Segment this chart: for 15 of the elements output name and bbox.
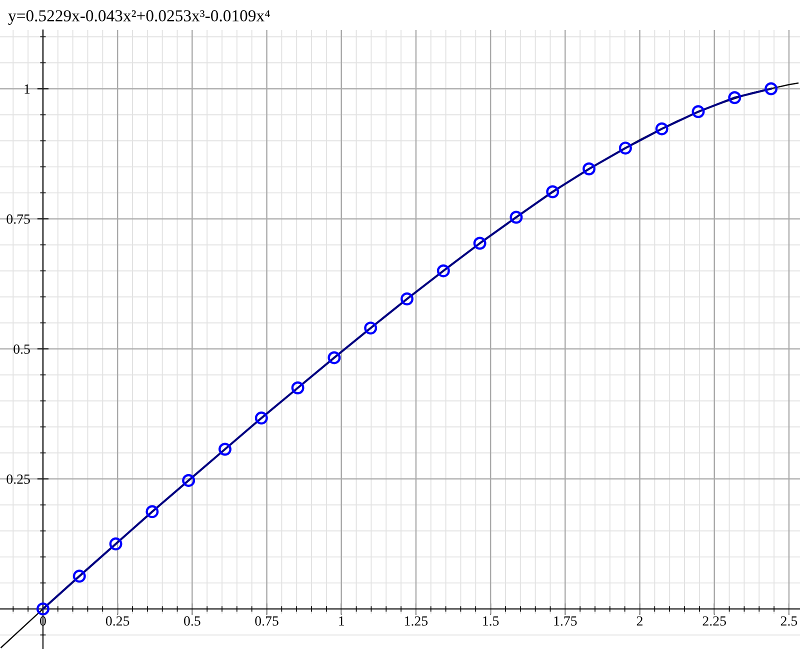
x-tick-label: 0.25 [106, 616, 130, 626]
y-tick-label: 1 [24, 84, 30, 94]
chart-title: y=0.5229x-0.043x²+0.0253x³-0.0109x⁴ [8, 10, 270, 25]
y-tick-label: 0.75 [6, 214, 30, 224]
x-tick-label: 0.75 [255, 616, 278, 626]
x-tick-label: 1.25 [405, 616, 428, 626]
x-tick-label: 2.25 [702, 616, 726, 626]
x-tick-label: 1 [339, 616, 344, 626]
x-tick-label: 0.5 [184, 616, 200, 626]
x-tick-label: 1.5 [483, 616, 499, 626]
y-tick-label: 0.5 [14, 344, 30, 354]
x-tick-label: 1.75 [554, 616, 577, 626]
x-tick-label: 2.5 [780, 616, 798, 626]
x-tick-label: 2 [636, 616, 642, 626]
y-tick-label: 0.25 [6, 474, 30, 484]
